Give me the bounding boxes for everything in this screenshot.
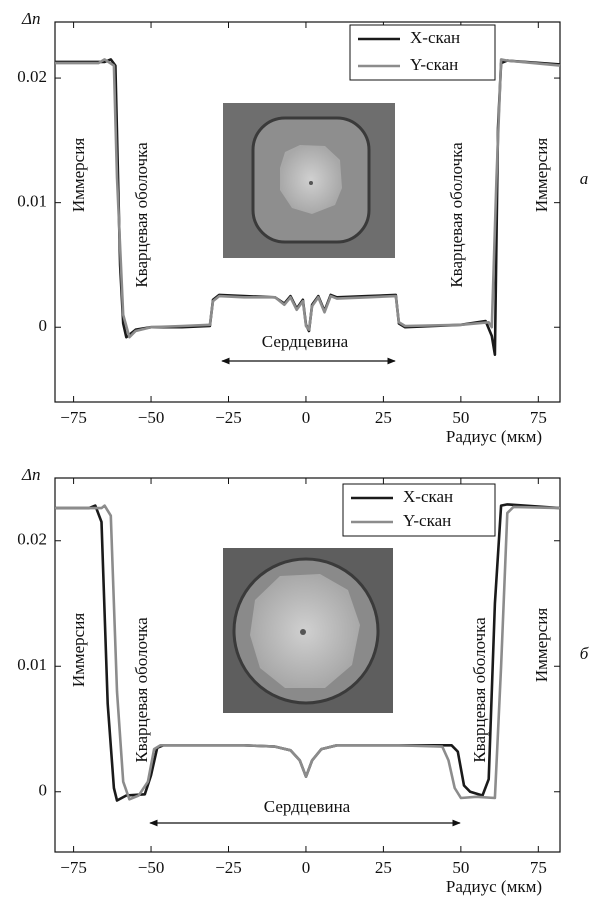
legend-label: X-скан [403, 487, 453, 506]
x-tick-label: 50 [452, 408, 469, 427]
annotation: Иммерсия [69, 613, 88, 687]
y-tick-label: 0 [39, 316, 48, 335]
y-tick-label: 0 [39, 781, 48, 800]
legend-label: X-скан [410, 28, 460, 47]
annotation: Кварцевая оболочка [132, 142, 151, 288]
legend-box [349, 24, 496, 81]
plot-frame [54, 477, 561, 853]
data-line [55, 58, 561, 339]
y-tick-label: 0.01 [17, 192, 47, 211]
legend-label: Y-скан [410, 55, 458, 74]
x-axis-label: Радиус (мкм) [446, 427, 542, 446]
panel-label: а [580, 169, 589, 188]
chart: −75 −50 −25 0 25 50 75 0 0.01 0.02 Δn Радиус (мкм) б… [17, 465, 588, 896]
data-line [55, 504, 561, 801]
annotation: Кварцевая оболочка [132, 617, 151, 763]
x-tick-label: −75 [60, 408, 87, 427]
x-tick-label: 0 [302, 858, 311, 877]
legend-label: Y-скан [403, 511, 451, 530]
panel-label: б [580, 644, 589, 663]
x-tick-label: −75 [60, 858, 87, 877]
x-tick-label: −50 [138, 858, 165, 877]
x-tick-label: 75 [530, 408, 547, 427]
x-tick-label: −50 [138, 408, 165, 427]
annotation: Кварцевая оболочка [470, 617, 489, 763]
y-tick-label: 0.02 [17, 67, 47, 86]
legend-box [342, 483, 496, 537]
x-tick-label: 50 [452, 858, 469, 877]
y-tick-label: 0.01 [17, 655, 47, 674]
annotation: Иммерсия [532, 138, 551, 212]
annotation: Иммерсия [69, 138, 88, 212]
x-tick-label: 75 [530, 858, 547, 877]
x-axis-label: Радиус (мкм) [446, 877, 542, 896]
y-tick-label: 0.02 [17, 530, 47, 549]
inset-photo [223, 103, 395, 258]
annotation: Иммерсия [532, 608, 551, 682]
x-tick-label: −25 [215, 408, 242, 427]
y-axis-label: Δn [21, 465, 40, 484]
chart: −75 −50 −25 0 25 50 75 0 0.01 0.02 Δn Радиус (мкм) а… [17, 9, 588, 446]
x-tick-label: 25 [375, 408, 392, 427]
plot-frame [54, 21, 561, 403]
x-tick-label: −25 [215, 858, 242, 877]
y-axis-label: Δn [21, 9, 40, 28]
annotation: Сердцевина [264, 797, 351, 816]
inset-photo [223, 548, 393, 713]
x-tick-label: 0 [302, 408, 311, 427]
annotation: Кварцевая оболочка [447, 142, 466, 288]
x-tick-label: 25 [375, 858, 392, 877]
annotation: Сердцевина [262, 332, 349, 351]
